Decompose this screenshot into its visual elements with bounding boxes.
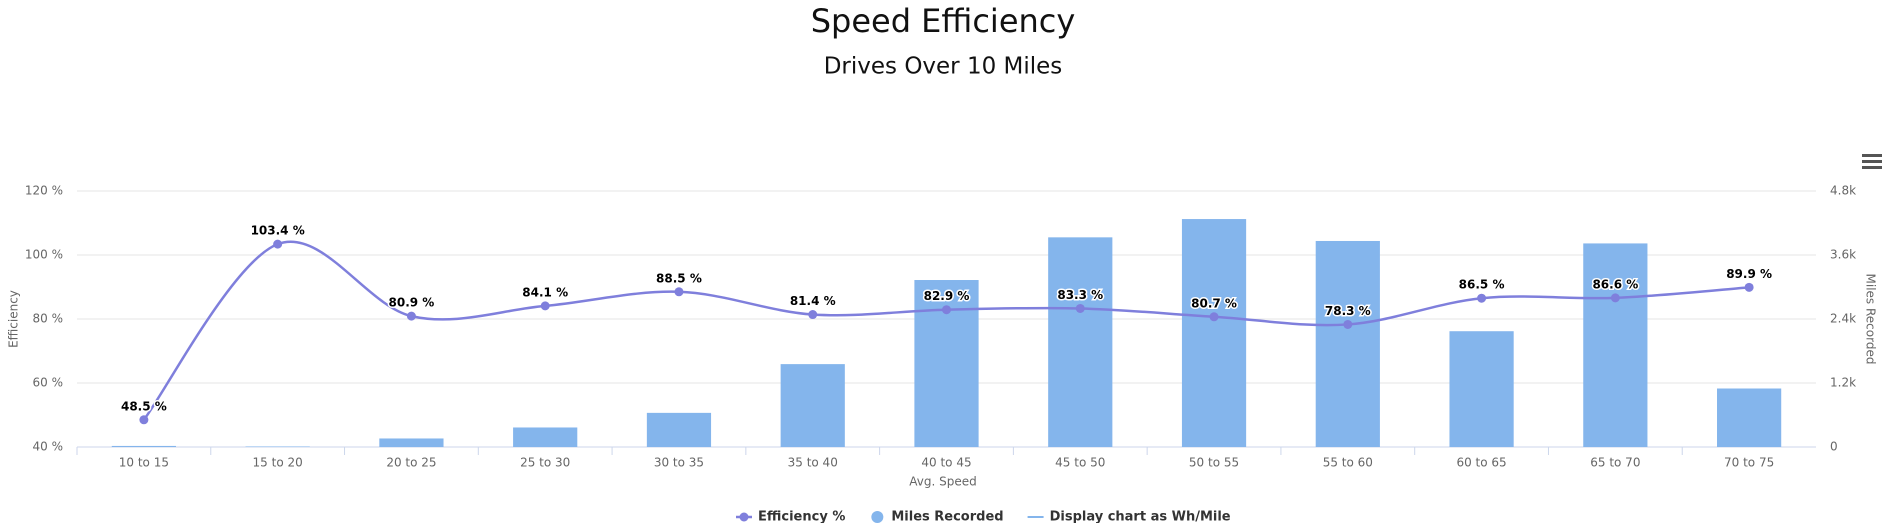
bar: [245, 446, 310, 447]
x-tick-label: 45 to 50: [1055, 456, 1105, 470]
line-point: [273, 239, 283, 249]
data-label: 78.3 %: [1325, 304, 1371, 318]
x-tick-label: 20 to 25: [386, 456, 436, 470]
x-tick-label: 70 to 75: [1724, 456, 1774, 470]
legend-symbol[interactable]: [871, 511, 884, 523]
line-point: [1744, 282, 1754, 292]
data-label: 86.5 %: [1459, 278, 1505, 292]
x-tick-label: 35 to 40: [788, 456, 838, 470]
data-label: 103.4 %: [251, 224, 305, 238]
legend-symbol[interactable]: [739, 512, 749, 522]
data-label: 84.1 %: [522, 285, 568, 299]
line-point: [942, 305, 951, 315]
bar: [1449, 331, 1514, 447]
bar: [1717, 388, 1782, 447]
y2-axis-title: Miles Recorded: [1864, 274, 1878, 365]
line-point: [1209, 312, 1219, 322]
x-tick-label: 50 to 55: [1189, 456, 1239, 470]
y-tick-label: 40 %: [33, 440, 64, 454]
line-point: [1610, 293, 1620, 303]
data-label: 48.5 %: [121, 399, 167, 413]
x-tick-label: 60 to 65: [1456, 456, 1506, 470]
y2-tick-label: 1.2k: [1830, 376, 1856, 390]
data-label: 80.7 %: [1191, 296, 1237, 310]
y-tick-label: 80 %: [33, 312, 64, 326]
x-tick-label: 65 to 70: [1590, 456, 1640, 470]
x-tick-label: 25 to 30: [520, 456, 570, 470]
bar: [111, 445, 176, 447]
chart-subtitle: Drives Over 10 Miles: [824, 54, 1063, 80]
data-label: 88.5 %: [656, 271, 702, 285]
legend-label[interactable]: Efficiency %: [758, 510, 845, 523]
y-tick-label: 120 %: [25, 184, 63, 198]
chart-title: Speed Efficiency: [811, 2, 1076, 40]
line-point: [540, 301, 550, 311]
data-label: 83.3 %: [1057, 288, 1103, 302]
bar: [513, 427, 578, 447]
menu-button[interactable]: [1862, 154, 1882, 169]
x-tick-label: 30 to 35: [654, 456, 704, 470]
y-axis-title: Efficiency: [7, 290, 21, 348]
legend-label[interactable]: Miles Recorded: [891, 510, 1003, 523]
line-point: [1343, 319, 1353, 329]
x-tick-label: 55 to 60: [1323, 456, 1373, 470]
y-tick-label: 100 %: [25, 248, 63, 262]
x-tick-label: 40 to 45: [921, 456, 971, 470]
data-label: 81.4 %: [790, 294, 836, 308]
y2-tick-label: 4.8k: [1830, 184, 1856, 198]
legend-item[interactable]: Efficiency %: [736, 510, 845, 523]
bar: [379, 438, 444, 447]
data-label: 86.6 %: [1592, 277, 1638, 291]
legend-label[interactable]: Display chart as Wh/Mile: [1050, 510, 1231, 523]
data-label: 80.9 %: [389, 296, 435, 310]
bar: [780, 364, 845, 447]
line-point: [674, 287, 684, 297]
menu-bar[interactable]: [1862, 160, 1882, 163]
line-point: [139, 415, 149, 425]
bar: [1583, 243, 1648, 447]
bar: [1181, 219, 1247, 447]
menu-bar[interactable]: [1862, 154, 1882, 157]
line-point: [406, 311, 416, 321]
y2-tick-label: 2.4k: [1830, 312, 1856, 326]
bar: [646, 412, 712, 447]
y2-tick-label: 0: [1830, 440, 1838, 454]
x-axis-title: Avg. Speed: [909, 475, 976, 489]
y-tick-label: 60 %: [33, 376, 64, 390]
legend-item[interactable]: Miles Recorded: [871, 510, 1004, 523]
menu-bar[interactable]: [1862, 166, 1882, 169]
data-label: 89.9 %: [1726, 267, 1772, 281]
data-label: 82.9 %: [924, 289, 970, 303]
x-tick-label: 15 to 20: [253, 456, 303, 470]
line-point: [808, 310, 818, 320]
y2-tick-label: 3.6k: [1830, 248, 1856, 262]
line-point: [1075, 303, 1085, 313]
bar: [914, 280, 979, 447]
x-tick-label: 10 to 15: [119, 456, 169, 470]
bar: [1315, 240, 1380, 447]
legend-toggle[interactable]: Display chart as Wh/Mile: [1027, 510, 1231, 523]
line-point: [1477, 293, 1487, 303]
bar: [1048, 237, 1113, 447]
